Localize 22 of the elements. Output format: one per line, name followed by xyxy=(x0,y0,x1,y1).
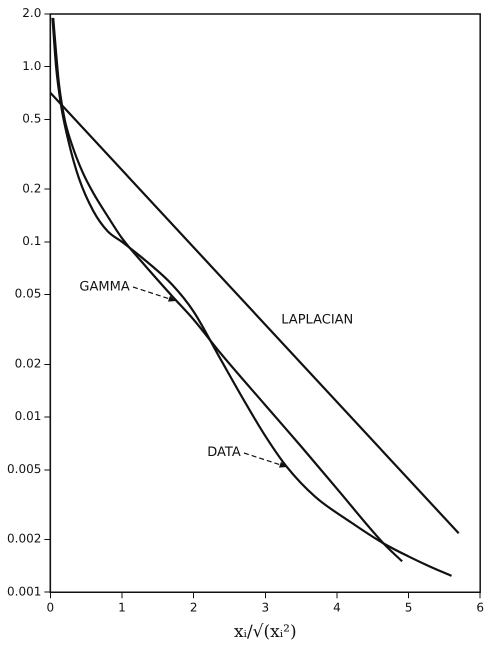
y-tick-label: 0.02 xyxy=(14,356,42,370)
y-tick-label: 0.2 xyxy=(22,181,42,196)
annotation: LAPLACIAN xyxy=(281,312,354,328)
x-axis-title: xᵢ/√(xᵢ²) xyxy=(234,622,297,642)
x-tick-label: 3 xyxy=(261,600,270,615)
x-tick-label: 2 xyxy=(190,600,198,615)
y-tick-label: 0.001 xyxy=(6,584,42,598)
x-tick-label: 5 xyxy=(404,600,412,615)
y-tick-label: 0.01 xyxy=(14,409,42,424)
x-tick-label: 4 xyxy=(333,600,341,615)
y-tick-label: 0.002 xyxy=(6,532,42,546)
y-tick-label: 0.1 xyxy=(22,234,42,248)
annotation: DATA xyxy=(207,445,241,460)
x-tick-label: 6 xyxy=(476,600,484,615)
y-tick-label: 2.0 xyxy=(22,6,42,20)
x-tick-label: 0 xyxy=(46,600,54,615)
x-tick-label: 1 xyxy=(118,600,126,615)
y-tick-label: 0.05 xyxy=(14,286,42,301)
y-tick-label: 0.5 xyxy=(22,112,42,126)
annotation: GAMMA xyxy=(79,279,130,294)
y-tick-label: 0.005 xyxy=(6,462,42,476)
y-tick-label: 1.0 xyxy=(22,58,42,73)
